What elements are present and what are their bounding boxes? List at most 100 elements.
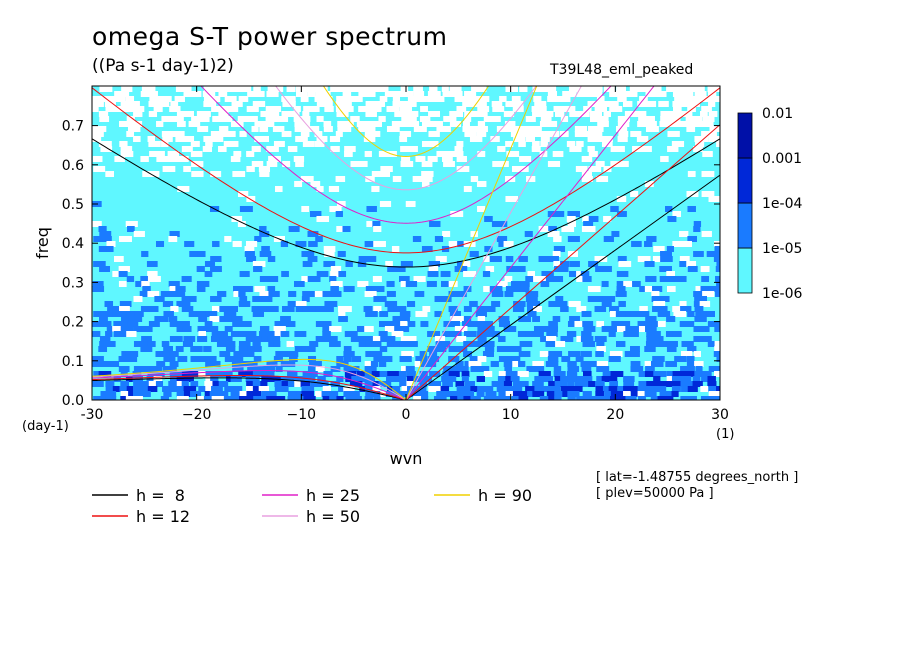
- heatmap-cell: [617, 256, 627, 262]
- heatmap-cell: [266, 161, 278, 167]
- heatmap-cell: [112, 306, 121, 312]
- heatmap-cell: [519, 341, 533, 347]
- heatmap-cell: [391, 331, 404, 337]
- heatmap-cell: [596, 361, 609, 367]
- heatmap-cell: [700, 266, 710, 272]
- heatmap-cell: [701, 371, 712, 377]
- x-tick-label: 20: [606, 407, 624, 423]
- heatmap-cell: [266, 371, 275, 377]
- heatmap-cell: [133, 316, 143, 322]
- ig-curve-h50: [275, 86, 537, 191]
- heatmap-cell: [695, 141, 705, 147]
- heatmap-cell: [260, 371, 270, 377]
- heatmap-cell: [184, 241, 195, 247]
- heatmap-cell: [210, 256, 222, 262]
- heatmap-cell: [701, 131, 711, 137]
- heatmap-cell: [211, 386, 223, 392]
- heatmap-cell: [163, 311, 174, 317]
- heatmap-cell: [252, 101, 266, 107]
- heatmap-cell: [505, 371, 516, 377]
- heatmap-cell: [548, 256, 559, 262]
- heatmap-cell: [687, 206, 696, 212]
- heatmap-cell: [212, 116, 225, 122]
- heatmap-cell: [548, 301, 558, 307]
- heatmap-cell: [364, 396, 374, 400]
- heatmap-cell: [666, 271, 676, 277]
- heatmap-cell: [147, 386, 158, 392]
- heatmap-cell: [610, 396, 623, 400]
- heatmap-cell: [190, 346, 203, 352]
- heatmap-cell: [261, 246, 270, 252]
- heatmap-cell: [687, 346, 697, 352]
- heatmap-cell: [427, 156, 438, 162]
- heatmap-cell: [498, 391, 511, 397]
- heatmap-cell: [307, 231, 319, 237]
- heatmap-cell: [560, 261, 570, 267]
- heatmap-cell: [330, 86, 340, 92]
- heatmap-cell: [288, 321, 296, 327]
- heatmap-cell: [701, 276, 710, 282]
- heatmap-cell: [189, 251, 199, 257]
- heatmap-cell: [615, 311, 629, 317]
- heatmap-cell: [477, 121, 486, 127]
- heatmap-cell: [344, 331, 354, 337]
- heatmap-cell: [365, 101, 378, 107]
- heatmap-cell: [225, 336, 233, 342]
- heatmap-cell: [567, 321, 578, 327]
- heatmap-cell: [343, 96, 355, 102]
- heatmap-cell: [547, 96, 555, 102]
- heatmap-cell: [280, 321, 289, 327]
- heatmap-cell: [169, 106, 181, 112]
- heatmap-cell: [553, 371, 566, 377]
- heatmap-cell: [492, 106, 502, 112]
- heatmap-cell: [609, 306, 620, 312]
- heatmap-cell: [261, 121, 275, 127]
- heatmap-cell: [545, 361, 559, 367]
- heatmap-cell: [321, 306, 334, 312]
- heatmap-cell: [686, 321, 695, 327]
- heatmap-cell: [217, 331, 228, 337]
- heatmap-cell: [363, 136, 376, 142]
- heatmap-cell: [538, 371, 551, 377]
- heatmap-cell: [399, 381, 409, 387]
- heatmap-cell: [504, 276, 513, 282]
- heatmap-cell: [527, 311, 537, 317]
- heatmap-cell: [532, 111, 545, 117]
- heatmap-cell: [427, 346, 437, 352]
- heatmap-cell: [646, 121, 657, 127]
- heatmap-cell: [716, 281, 720, 287]
- heatmap-cell: [506, 151, 520, 157]
- heatmap-cell: [266, 331, 280, 337]
- heatmap-cell: [434, 296, 448, 302]
- heatmap-cell: [364, 386, 377, 392]
- heatmap-cell: [462, 261, 471, 267]
- x-tick-label: 10: [502, 407, 520, 423]
- heatmap-cell: [191, 171, 204, 177]
- heatmap-cell: [545, 276, 557, 282]
- heatmap-cell: [343, 346, 352, 352]
- heatmap-cell: [498, 221, 508, 227]
- heatmap-cell: [239, 131, 247, 137]
- heatmap-cell: [405, 341, 418, 347]
- heatmap-cell: [573, 111, 584, 117]
- heatmap-cell: [526, 126, 540, 132]
- heatmap-cell: [594, 306, 607, 312]
- latitude-info: [ lat=-1.48755 degrees_north ]: [596, 470, 799, 485]
- heatmap-cell: [589, 396, 601, 400]
- heatmap-cell: [266, 361, 278, 367]
- heatmap-cell: [336, 96, 346, 102]
- heatmap-cell: [343, 306, 352, 312]
- heatmap-cell: [161, 141, 169, 147]
- heatmap-cell: [407, 96, 420, 102]
- heatmap-cell: [252, 91, 265, 97]
- heatmap-cell: [561, 356, 571, 362]
- heatmap-cell: [436, 151, 445, 157]
- heatmap-cell: [428, 356, 440, 362]
- heatmap-cell: [379, 361, 387, 367]
- heatmap-cell: [314, 141, 325, 147]
- heatmap-cell: [694, 296, 708, 302]
- heatmap-cell: [266, 391, 277, 397]
- heatmap-cell: [574, 381, 588, 387]
- heatmap-cell: [672, 91, 686, 97]
- heatmap-cell: [434, 121, 443, 127]
